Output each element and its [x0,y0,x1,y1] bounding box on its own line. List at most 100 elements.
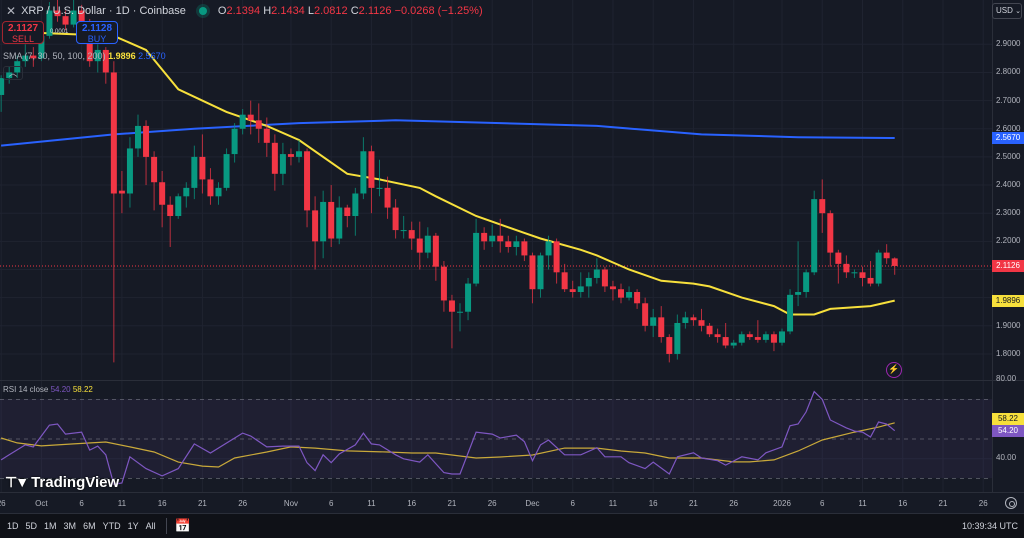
rsi-line[interactable] [0,390,896,486]
date-tick-label: 6 [79,499,84,508]
candle-body [304,151,311,211]
candle-body [609,286,616,290]
candle [126,137,133,208]
candle-body [54,10,61,17]
candle-body [135,125,141,149]
candle-body [223,154,230,188]
sma200-line[interactable] [1,119,895,147]
date-tick-label: 6 [328,499,334,508]
candle-body [392,207,399,231]
symbol-title[interactable]: XRP / U.S. Dollar · 1D · Coinbase [21,5,186,17]
range-button-6m[interactable]: 6M [83,521,96,531]
candle-body [827,213,834,253]
candle-body [521,241,528,256]
candle [875,249,882,287]
candle-body [239,114,246,129]
range-button-1d[interactable]: 1D [7,521,19,531]
candle [473,218,480,287]
candle-body [787,294,794,332]
price-badge: 1.9896 [992,294,1024,307]
candle-body [762,334,769,340]
range-button-1y[interactable]: 1Y [127,521,139,531]
rsi-legend[interactable]: RSI 14 close 54.20 58.22 [3,385,93,394]
price-tick-label: 2.6000 [996,123,1021,133]
sma-legend[interactable]: SMA (7, 30, 50, 100, 200) 1.9896 2.5670 [3,51,166,61]
rsi-ma-line[interactable] [0,422,895,468]
candle [62,10,69,31]
date-tick-label: 16 [157,499,167,508]
candle-body [481,232,488,242]
candle-body [875,252,882,284]
date-tick-label: Oct [35,499,48,508]
calendar-goto-icon[interactable]: 📅 [174,518,191,533]
close-icon[interactable]: ✕ [6,4,17,18]
candle [650,308,657,338]
candle-body [505,241,512,247]
collapse-legend-button[interactable]: ︿ [3,66,23,80]
candle-body [577,286,584,293]
sell-price: 2.1127 [7,23,39,34]
candle [312,196,319,270]
date-tick-label: 26 [729,499,739,508]
sell-button[interactable]: 2.1127 SELL [2,21,44,44]
candle-body [62,16,69,25]
utc-clock[interactable]: 10:39:34 UTC [961,521,1018,531]
candle-body [352,193,359,217]
date-tick-label: 16 [648,499,658,508]
date-tick-label: 21 [688,499,698,508]
high-value: 2.1434 [271,5,305,17]
tradingview-logo[interactable]: ⊤▼ TradingView [5,474,119,491]
sma50-line[interactable] [41,32,895,316]
candle [328,185,335,247]
candle [642,297,649,332]
tradingview-logo-text: TradingView [31,474,120,491]
rsi-value: 54.20 [50,385,71,394]
candle-body [384,187,391,208]
candle [376,159,383,197]
candle [593,258,600,284]
candle-body [835,252,842,264]
range-button-5d[interactable]: 5D [25,521,38,531]
currency-dropdown[interactable]: USD ⌄ [992,3,1022,19]
candle-body [400,230,407,232]
range-button-3m[interactable]: 3M [63,521,77,531]
range-button-all[interactable]: All [145,521,156,531]
date-tick-label: 11 [117,499,127,508]
candle [497,218,504,253]
sma200-value: 2.5670 [138,51,166,61]
market-open-icon [198,7,207,15]
price-tick-label: 2.2000 [996,236,1021,246]
range-button-1m[interactable]: 1M [44,521,57,531]
candle-body [561,272,568,290]
candle [0,75,5,112]
candle [819,179,826,233]
candle-body [416,238,423,253]
chevron-up-icon: ︿ [8,68,18,78]
buy-label: BUY [87,34,107,44]
price-badge: 2.5670 [992,132,1024,145]
candle [279,142,286,186]
candle [682,311,689,329]
candle-body [601,269,608,287]
candle-body [287,154,294,157]
candle [46,2,53,39]
range-button-ytd[interactable]: YTD [102,521,121,531]
candle-body [537,255,544,290]
candle-body [867,277,874,284]
gear-icon[interactable] [1005,497,1017,509]
price-chart[interactable] [0,0,1024,513]
date-tick-label: 21 [938,499,948,508]
candle [183,182,190,208]
candle-body [730,342,737,346]
candle [440,261,447,312]
buy-button[interactable]: 2.1128 BUY [76,21,118,44]
sma50-value: 1.9896 [108,51,136,61]
candle [6,66,13,84]
lightning-icon[interactable]: ⚡ [886,362,902,378]
candle-body [891,258,898,266]
candle [609,280,616,301]
candle [803,269,810,298]
date-tick-label: 11 [367,499,376,508]
rsi-legend-label: RSI 14 close [3,385,49,394]
candle-body [312,210,319,242]
